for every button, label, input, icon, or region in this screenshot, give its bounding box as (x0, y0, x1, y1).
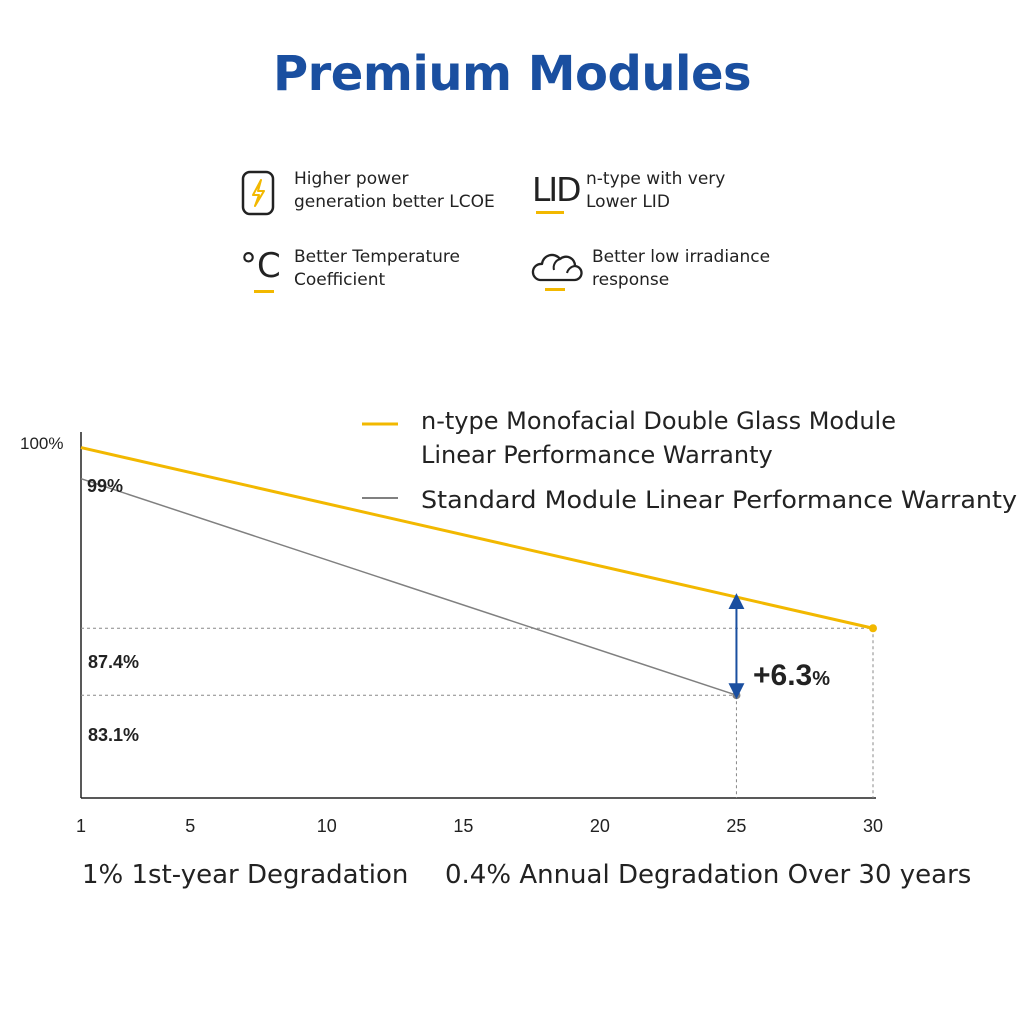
footer-annual: 0.4% Annual Degradation Over 30 years (445, 860, 972, 890)
x-tick-label: 25 (726, 816, 746, 836)
lid-icon: LID (532, 168, 582, 222)
series-ntype-line (80, 446, 874, 630)
celsius-icon-text: °C (240, 246, 281, 286)
feature-line: generation better LCOE (294, 192, 495, 212)
lid-icon-text: LID (532, 170, 582, 209)
y-tick-label: 100% (20, 434, 63, 453)
legend-label-ntype-line1: n-type Monofacial Double Glass Module (421, 407, 896, 435)
x-tick-labels: 1 5 10 15 20 25 30 (76, 816, 883, 836)
feature-lid: LID n-type with very Lower LID (532, 168, 725, 222)
gain-value: +6.3 (753, 659, 812, 692)
page-title: Premium Modules (272, 46, 752, 102)
feature-line: Coefficient (294, 270, 386, 290)
celsius-icon: °C (240, 246, 286, 300)
feature-power: Higher power generation better LCOE (240, 168, 495, 222)
x-tick-label: 1 (76, 816, 86, 836)
lightning-icon (240, 168, 286, 222)
series-standard-endpoint (732, 691, 741, 700)
feature-line: n-type with very (586, 169, 726, 189)
x-tick-label: 15 (453, 816, 473, 836)
legend-label-ntype-line2: Linear Performance Warranty (421, 441, 773, 469)
feature-line: response (592, 270, 670, 290)
legend-label-standard: Standard Module Linear Performance Warra… (421, 486, 1017, 514)
x-tick-label: 30 (863, 816, 883, 836)
gain-label: +6.3% (753, 659, 830, 692)
x-tick-label: 10 (317, 816, 337, 836)
cloud-icon (530, 246, 584, 300)
feature-line: Lower LID (586, 192, 670, 212)
feature-irradiance: Better low irradiance response (530, 246, 770, 300)
footer-first-year: 1% 1st-year Degradation (82, 860, 409, 890)
feature-line: Better low irradiance (592, 247, 771, 267)
x-tick-label: 5 (185, 816, 195, 836)
label-83-1: 83.1% (88, 725, 139, 745)
label-99: 99% (87, 476, 123, 496)
feature-line: Better Temperature (294, 247, 460, 267)
warranty-chart: 100% 99% 87.4% 83.1% +6.3% 1 5 10 15 20 25 30 … (20, 407, 1017, 836)
series-standard-line (80, 478, 737, 696)
feature-temperature: °C Better Temperature Coefficient (240, 246, 460, 300)
gain-unit: % (812, 668, 830, 690)
x-tick-label: 20 (590, 816, 610, 836)
feature-line: Higher power (294, 169, 409, 189)
label-87-4: 87.4% (88, 652, 139, 672)
series-ntype-endpoint (869, 624, 877, 633)
